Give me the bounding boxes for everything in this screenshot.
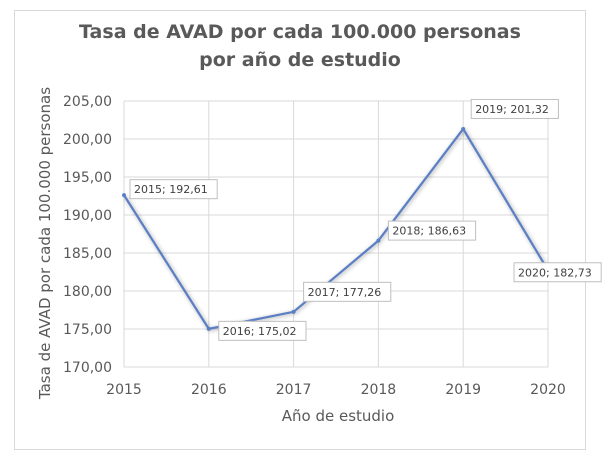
- data-point: [461, 126, 466, 131]
- data-label: 2019; 201,32: [475, 103, 549, 116]
- x-tick-label: 2020: [530, 382, 566, 398]
- data-label-callout: 2020; 182,73: [513, 262, 602, 283]
- data-label: 2016; 175,02: [223, 325, 297, 338]
- data-labels: 2015; 192,61 2016; 175,02 2017; 177,26 2018…: [129, 98, 602, 341]
- y-tick-label: 175,00: [63, 322, 112, 338]
- data-label-box: [513, 262, 602, 283]
- data-label-callout: 2016; 175,02: [218, 320, 307, 341]
- data-label-box: [129, 179, 218, 200]
- data-label-box: [470, 98, 559, 119]
- data-label-box: [387, 220, 477, 241]
- y-tick-label: 200,00: [63, 132, 112, 148]
- data-point: [376, 238, 381, 243]
- y-tick-label: 195,00: [63, 170, 112, 186]
- x-tick-label: 2018: [361, 382, 397, 398]
- chart-title: Tasa de AVAD por cada 100.000 personas p…: [79, 21, 521, 71]
- gridlines: [123, 100, 549, 368]
- x-tick-label: 2017: [276, 382, 312, 398]
- data-label: 2017; 177,26: [308, 286, 382, 299]
- y-tick-label: 170,00: [63, 360, 112, 376]
- data-point: [122, 193, 126, 198]
- y-tick-label: 185,00: [63, 246, 112, 262]
- axes: 170,00 175,00 180,00 185,00 190,00 195,00 200,…: [63, 94, 566, 398]
- x-axis-title: Año de estudio: [282, 407, 395, 425]
- data-point: [206, 326, 211, 331]
- data-label-box: [303, 281, 392, 302]
- data-label: 2015; 192,61: [134, 183, 208, 196]
- chart-frame: [14, 10, 586, 450]
- x-tick-label: 2019: [445, 382, 481, 398]
- data-label: 2018; 186,63: [392, 225, 466, 238]
- data-label-callout: 2018; 186,63: [387, 220, 477, 241]
- y-tick-label: 190,00: [63, 208, 112, 224]
- y-tick-label: 205,00: [63, 94, 112, 110]
- data-label-callout: 2019; 201,32: [470, 98, 559, 119]
- y-tick-label: 180,00: [63, 284, 112, 300]
- data-label: 2020; 182,73: [518, 266, 592, 279]
- data-label-callout: 2015; 192,61: [129, 179, 218, 200]
- series-line: [123, 127, 549, 330]
- data-label-callout: 2017; 177,26: [303, 281, 392, 302]
- x-tick-label: 2015: [106, 382, 142, 398]
- y-axis-title: Tasa de AVAD por cada 100.000 personas: [36, 87, 54, 400]
- data-label-box: [218, 320, 307, 341]
- data-point: [291, 309, 296, 314]
- x-tick-label: 2016: [191, 382, 227, 398]
